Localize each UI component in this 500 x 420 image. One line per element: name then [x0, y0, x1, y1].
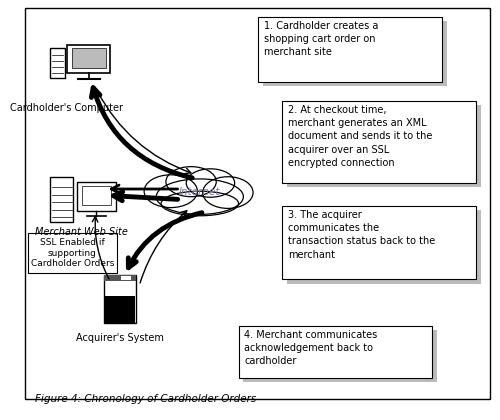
FancyBboxPatch shape	[104, 275, 136, 281]
FancyBboxPatch shape	[122, 276, 131, 280]
Ellipse shape	[144, 175, 198, 207]
Text: 4. Merchant communicates
acknowledgement back to
cardholder: 4. Merchant communicates acknowledgement…	[244, 330, 378, 366]
FancyBboxPatch shape	[50, 177, 74, 222]
Text: Acquirer's System: Acquirer's System	[76, 333, 164, 343]
FancyBboxPatch shape	[72, 48, 106, 68]
Ellipse shape	[156, 179, 244, 215]
Text: Internet: Internet	[179, 187, 220, 197]
FancyBboxPatch shape	[50, 48, 64, 78]
FancyBboxPatch shape	[67, 45, 110, 74]
Ellipse shape	[202, 177, 253, 208]
FancyBboxPatch shape	[105, 296, 134, 323]
Text: SSL Enabled if
supporting
Cardholder Orders: SSL Enabled if supporting Cardholder Ord…	[31, 239, 114, 268]
FancyBboxPatch shape	[28, 233, 118, 273]
FancyBboxPatch shape	[104, 275, 136, 323]
FancyBboxPatch shape	[244, 330, 437, 382]
Text: Cardholder's Computer: Cardholder's Computer	[10, 103, 123, 113]
Ellipse shape	[166, 167, 216, 197]
FancyBboxPatch shape	[82, 186, 110, 205]
Ellipse shape	[186, 169, 234, 197]
FancyBboxPatch shape	[258, 17, 442, 82]
Text: 1. Cardholder creates a
shopping cart order on
merchant site: 1. Cardholder creates a shopping cart or…	[264, 21, 378, 58]
FancyBboxPatch shape	[26, 8, 490, 399]
Text: Figure 4: Chronology of Cardholder Orders: Figure 4: Chronology of Cardholder Order…	[35, 394, 256, 404]
FancyBboxPatch shape	[287, 210, 480, 284]
Ellipse shape	[161, 191, 238, 216]
FancyBboxPatch shape	[287, 105, 480, 187]
Text: 3. The acquirer
communicates the
transaction status back to the
merchant: 3. The acquirer communicates the transac…	[288, 210, 435, 260]
FancyBboxPatch shape	[78, 181, 116, 212]
FancyBboxPatch shape	[282, 101, 476, 183]
FancyBboxPatch shape	[238, 326, 432, 378]
Text: Merchant Web Site: Merchant Web Site	[34, 227, 128, 237]
FancyBboxPatch shape	[282, 206, 476, 279]
Text: 2. At checkout time,
merchant generates an XML
document and sends it to the
acqu: 2. At checkout time, merchant generates …	[288, 105, 432, 168]
FancyBboxPatch shape	[262, 21, 446, 86]
